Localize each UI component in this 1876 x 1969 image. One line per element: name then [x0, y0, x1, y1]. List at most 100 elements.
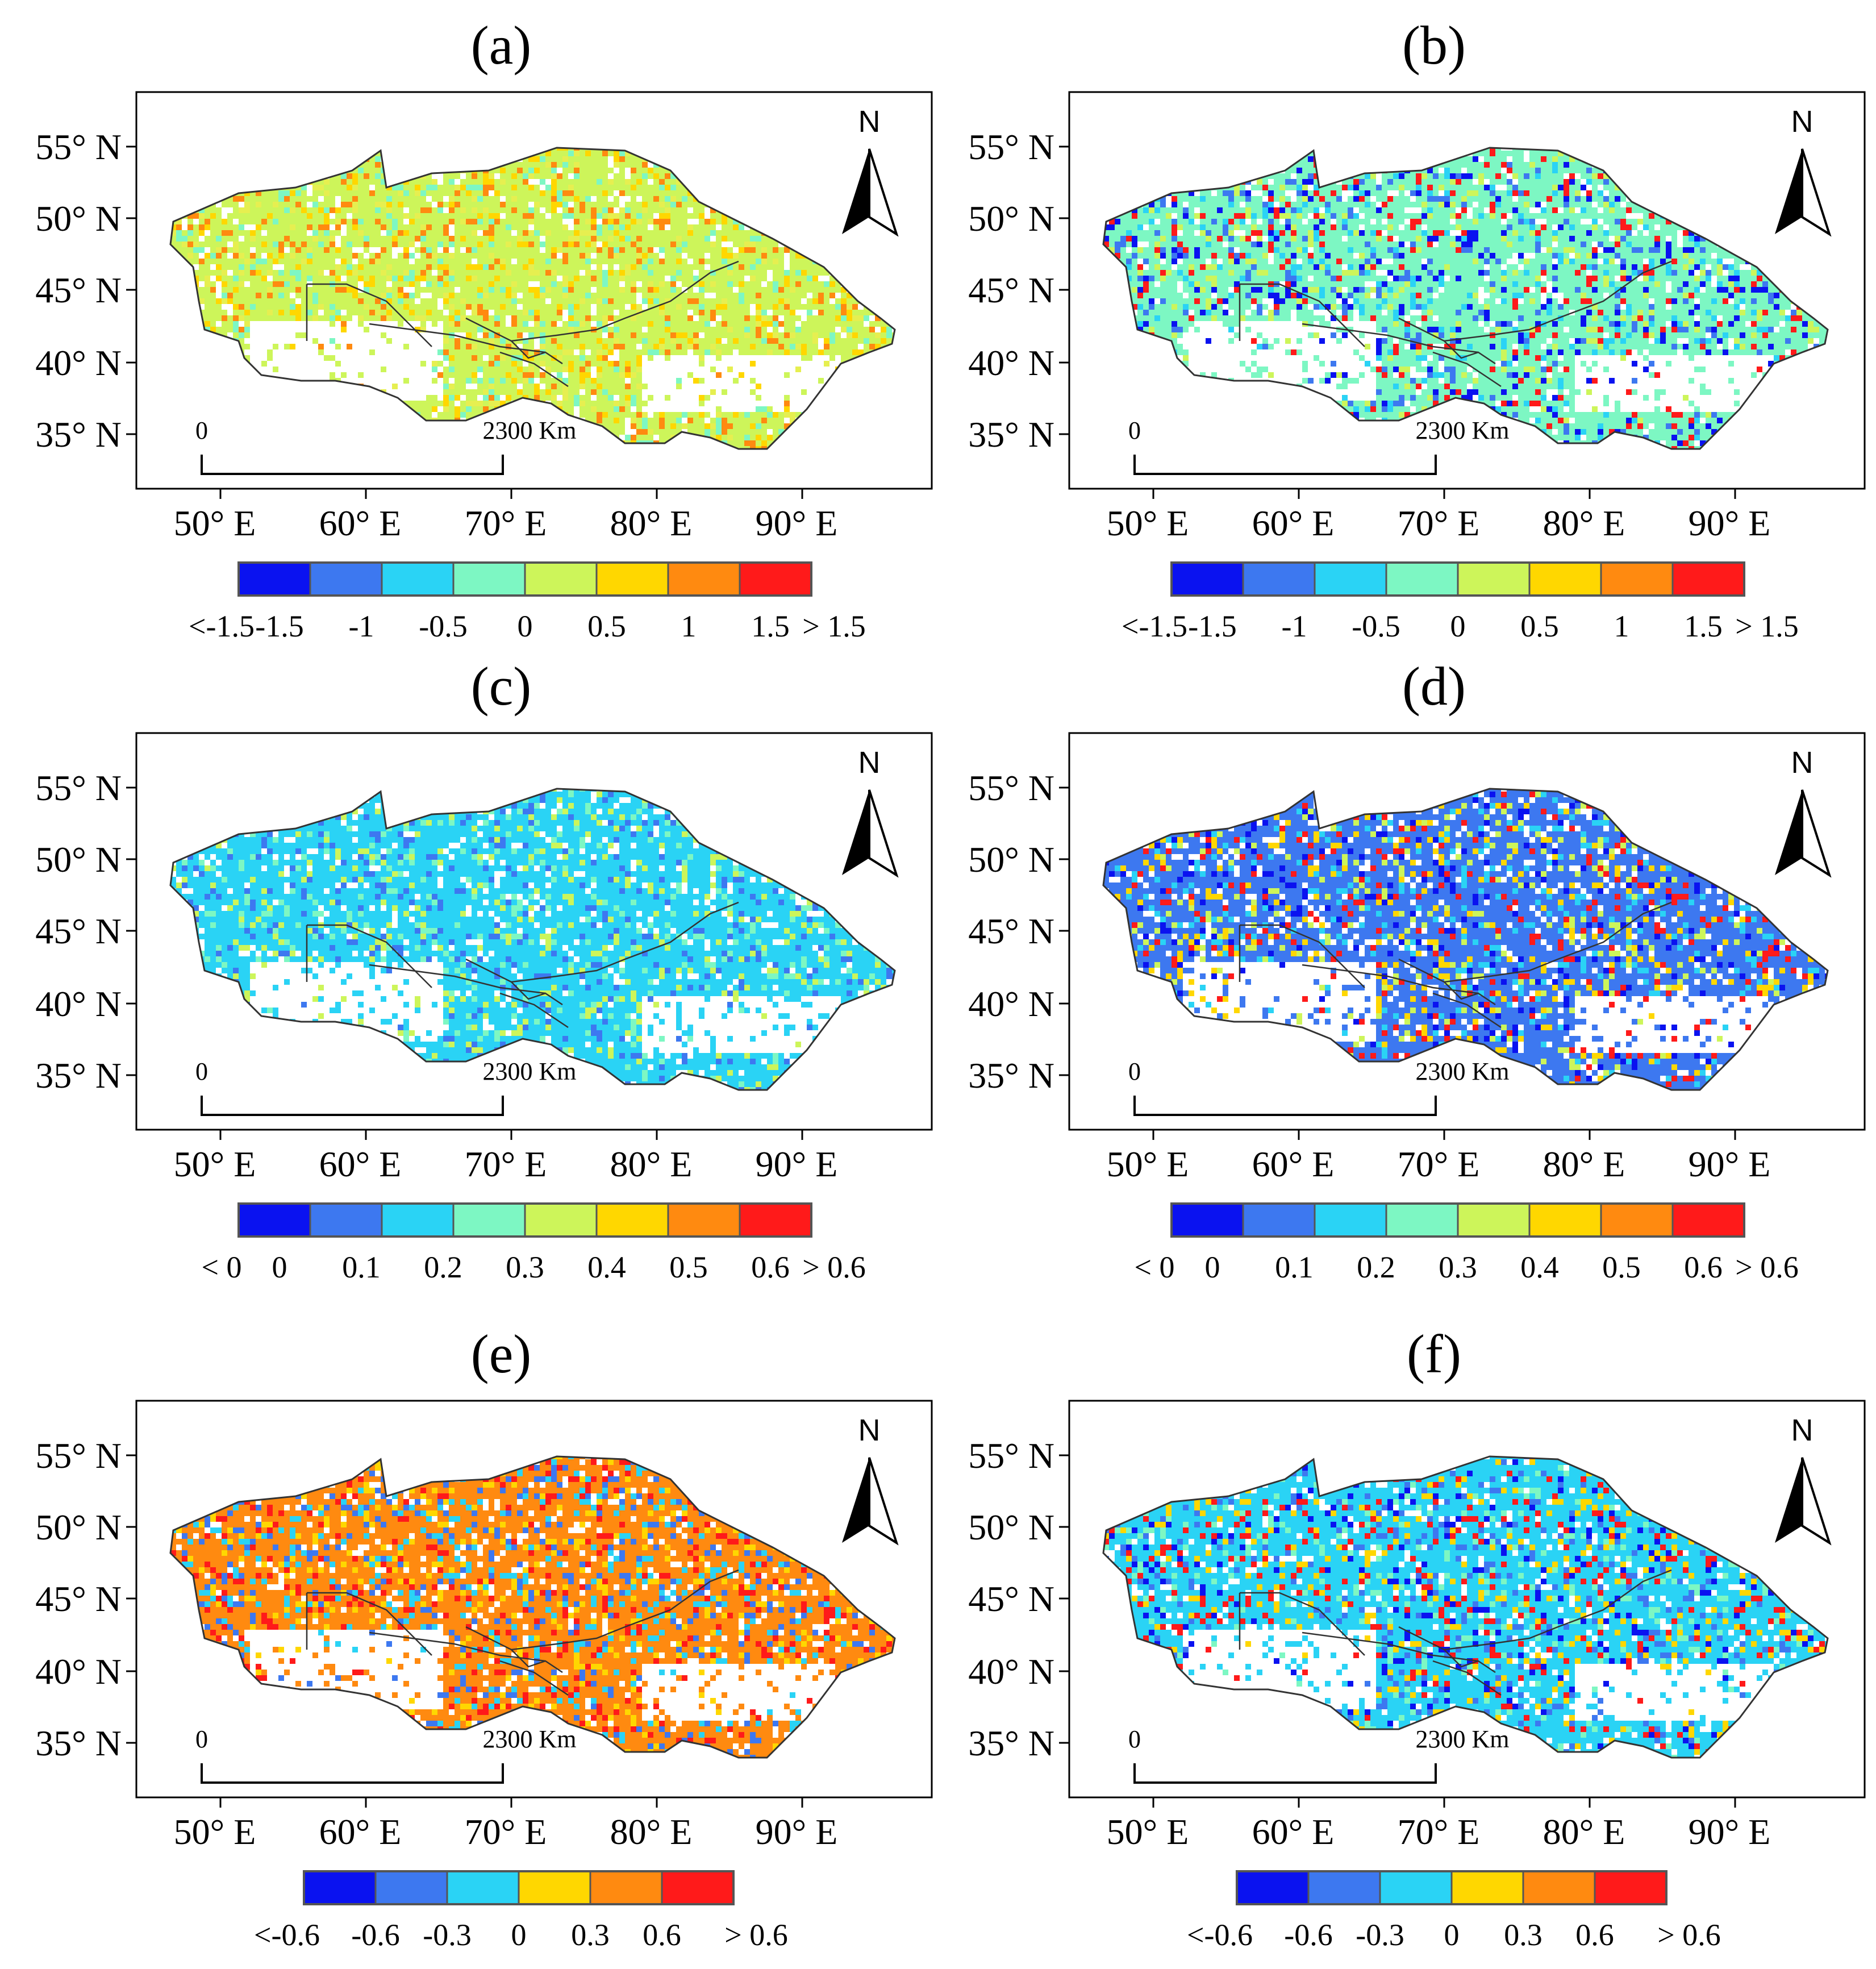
lon-tick-label: 90° E — [756, 1812, 838, 1852]
legend-swatch — [1528, 561, 1602, 597]
legend-swatch — [518, 1870, 591, 1905]
legend-label: > 0.6 — [1657, 1918, 1720, 1952]
legend-swatch — [595, 1202, 669, 1238]
lon-tick-label: 60° E — [319, 1812, 402, 1852]
north-arrow-icon: N — [1775, 746, 1832, 878]
lat-tick-label: 50° N — [968, 198, 1054, 239]
scale-bar: 0 2300 Km — [195, 1058, 577, 1116]
north-arrow-icon: N — [842, 746, 899, 878]
map-panel: (a) 55° N 50° N 45° N 40° N 35° N 50° E 60° E 70… — [35, 15, 933, 643]
lon-tick-label: 80° E — [1543, 1812, 1625, 1852]
color-legend: <-1.5 -1.5 -1 -0.5 0 0.5 1 1.5 > 1.5 — [1122, 561, 1799, 643]
lat-tick-label: 45° N — [35, 911, 122, 951]
legend-swatch — [1528, 1202, 1602, 1238]
scale-start-label: 0 — [1128, 1725, 1141, 1753]
lat-tick-label: 50° N — [35, 1507, 122, 1547]
legend-label: 0.5 — [587, 609, 626, 643]
legend-label: 0.4 — [587, 1250, 626, 1284]
lon-tick-label: 60° E — [1252, 1144, 1335, 1184]
legend-label: 0 — [518, 609, 533, 643]
legend-label: > 1.5 — [1735, 609, 1798, 643]
legend-label: 0.3 — [506, 1250, 544, 1284]
legend-swatch — [237, 561, 311, 597]
lat-tick-label: 50° N — [968, 1507, 1054, 1547]
legend-label: -0.5 — [419, 609, 467, 643]
legend-swatch — [446, 1870, 520, 1905]
legend-label: < 0 — [1135, 1250, 1175, 1284]
country-border — [1398, 1569, 1672, 1651]
color-legend: <-0.6 -0.6 -0.3 0 0.3 0.6 > 0.6 — [1187, 1870, 1721, 1952]
legend-label: -0.3 — [423, 1918, 471, 1952]
lat-tick-label: 55° N — [35, 1435, 122, 1476]
north-label: N — [1791, 105, 1814, 139]
legend-swatch — [595, 561, 669, 597]
region-outline — [169, 147, 896, 450]
country-border — [511, 340, 563, 365]
lon-tick-label: 60° E — [1252, 503, 1335, 543]
lat-tick-label: 45° N — [35, 1579, 122, 1619]
legend-label: <-0.6 — [1187, 1918, 1253, 1952]
lat-tick-label: 35° N — [35, 414, 122, 455]
legend-label: 0 — [1444, 1918, 1460, 1952]
legend-swatch — [1600, 561, 1674, 597]
lat-tick-label: 35° N — [35, 1723, 122, 1763]
lon-tick-label: 70° E — [465, 503, 547, 543]
lat-tick-label: 40° N — [968, 1651, 1054, 1692]
legend-label: < 0 — [202, 1250, 242, 1284]
country-border — [499, 992, 569, 1029]
lon-tick-label: 70° E — [1398, 1812, 1480, 1852]
legend-swatch — [309, 1202, 383, 1238]
lat-tick-label: 35° N — [968, 1723, 1054, 1763]
legend-swatch — [1457, 561, 1531, 597]
lon-tick-label: 70° E — [465, 1144, 547, 1184]
north-label: N — [858, 105, 881, 139]
lon-tick-label: 60° E — [319, 503, 402, 543]
legend-swatch — [1457, 1202, 1531, 1238]
legend-swatch — [1671, 1202, 1745, 1238]
scale-end-label: 2300 Km — [1416, 1725, 1510, 1753]
lat-tick-label: 45° N — [968, 270, 1054, 310]
lon-tick-label: 50° E — [174, 1812, 256, 1852]
scale-end-label: 2300 Km — [483, 1725, 577, 1753]
lon-tick-label: 90° E — [756, 503, 838, 543]
lon-tick-label: 50° E — [1107, 503, 1189, 543]
panel-label: (a) — [471, 15, 532, 76]
legend-label: > 1.5 — [802, 609, 865, 643]
color-legend: < 0 0 0.1 0.2 0.3 0.4 0.5 0.6 > 0.6 — [202, 1202, 866, 1284]
country-border — [465, 1569, 739, 1651]
legend-label: 0.4 — [1520, 1250, 1559, 1284]
legend-swatch — [452, 561, 526, 597]
country-border — [465, 901, 739, 983]
scale-bar: 0 2300 Km — [1128, 1725, 1510, 1784]
legend-label: 0.5 — [669, 1250, 708, 1284]
legend-label: 0.1 — [342, 1250, 381, 1284]
legend-label: 0.2 — [424, 1250, 462, 1284]
lat-tick-label: 55° N — [968, 1435, 1054, 1476]
legend-label: 0.6 — [643, 1918, 681, 1952]
region-raster — [1103, 1456, 1828, 1758]
legend-label: -1 — [349, 609, 374, 643]
region-outline — [169, 788, 896, 1091]
legend-swatch — [1522, 1870, 1596, 1905]
country-border — [1302, 1631, 1479, 1662]
country-border — [369, 323, 546, 353]
scale-bar: 0 2300 Km — [195, 417, 577, 475]
legend-swatch — [1600, 1202, 1674, 1238]
lon-tick-label: 80° E — [1543, 503, 1625, 543]
country-border — [511, 981, 563, 1006]
scale-bar: 0 2300 Km — [1128, 1058, 1510, 1116]
lon-tick-label: 70° E — [465, 1812, 547, 1852]
country-border — [369, 964, 546, 994]
legend-label: <-1.5 — [1122, 609, 1187, 643]
region-outline — [169, 1455, 896, 1759]
legend-label: -0.6 — [1284, 1918, 1332, 1952]
country-border — [1444, 340, 1496, 365]
lon-tick-label: 50° E — [174, 503, 256, 543]
legend-label: 0.6 — [1684, 1250, 1723, 1284]
legend-label: 0.1 — [1275, 1250, 1314, 1284]
legend-swatch — [381, 1202, 455, 1238]
lat-tick-label: 55° N — [968, 768, 1054, 808]
lat-tick-label: 45° N — [968, 911, 1054, 951]
color-legend: <-0.6 -0.6 -0.3 0 0.3 0.6 > 0.6 — [254, 1870, 788, 1952]
